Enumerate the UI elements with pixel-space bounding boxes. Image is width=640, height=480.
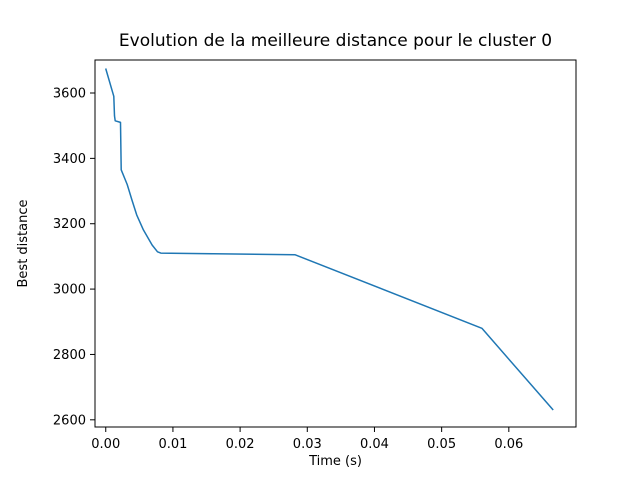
x-tick-label: 0.04 (360, 437, 389, 452)
chart-title: Evolution de la meilleure distance pour … (119, 31, 552, 51)
x-tick-label: 0.02 (226, 437, 255, 452)
x-tick-label: 0.05 (427, 437, 456, 452)
axis-ticks: 0.00 0.01 0.02 0.03 0.04 0.05 0.06 2600 2800 3000… (53, 87, 523, 452)
plot-area-border (94, 59, 577, 428)
y-tick-label: 2800 (53, 348, 86, 363)
y-tick-label: 3000 (53, 283, 86, 298)
y-tick-label: 3600 (53, 87, 86, 102)
x-tick-label: 0.00 (91, 437, 120, 452)
y-tick-label: 3200 (53, 217, 86, 232)
best-distance-line (104, 68, 554, 411)
y-axis-label: Best distance (16, 199, 31, 287)
x-tick-label: 0.03 (293, 437, 322, 452)
x-tick-label: 0.06 (494, 437, 523, 452)
x-tick-label: 0.01 (158, 437, 187, 452)
y-tick-label: 3400 (53, 152, 86, 167)
y-tick-label: 2600 (53, 413, 86, 428)
x-axis-label: Time (s) (308, 454, 362, 469)
